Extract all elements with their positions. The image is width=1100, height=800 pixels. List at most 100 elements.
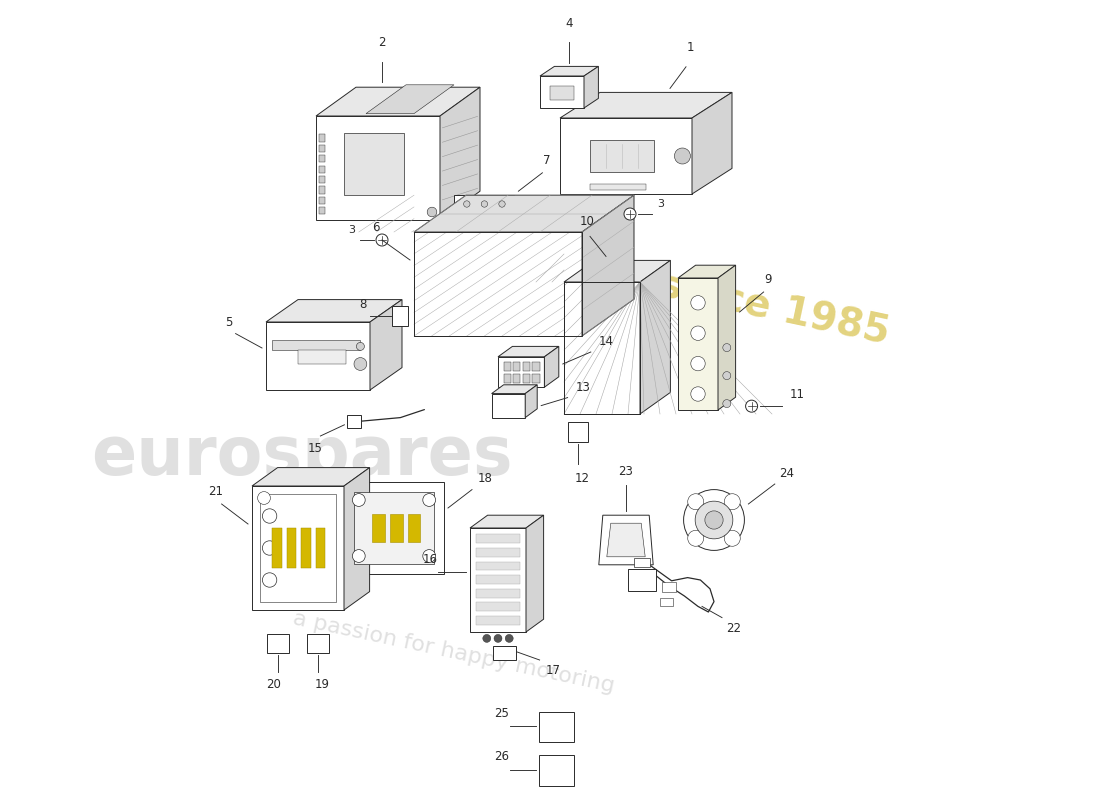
Bar [319, 197, 324, 204]
Text: 4: 4 [565, 17, 573, 30]
Bar [316, 528, 326, 568]
Text: 17: 17 [546, 664, 561, 677]
Circle shape [498, 201, 505, 207]
Polygon shape [540, 76, 584, 108]
Polygon shape [718, 266, 736, 410]
Text: 5: 5 [226, 316, 233, 329]
Bar [319, 155, 324, 162]
Circle shape [674, 148, 691, 164]
Text: 1: 1 [686, 41, 694, 54]
Bar [475, 575, 520, 584]
Circle shape [427, 207, 437, 217]
Text: eurospares: eurospares [91, 423, 513, 489]
Polygon shape [525, 385, 537, 418]
Bar [319, 166, 324, 173]
Polygon shape [598, 515, 653, 565]
Polygon shape [584, 66, 598, 108]
Circle shape [691, 387, 705, 402]
Circle shape [695, 501, 733, 539]
Circle shape [494, 634, 502, 642]
Circle shape [483, 634, 491, 642]
Polygon shape [252, 467, 370, 486]
Polygon shape [582, 195, 634, 336]
Polygon shape [316, 116, 440, 220]
Circle shape [481, 201, 487, 207]
Text: 22: 22 [726, 622, 741, 635]
Bar [475, 602, 520, 611]
Polygon shape [370, 299, 402, 390]
Bar [475, 534, 520, 543]
Text: 6: 6 [372, 222, 379, 234]
Polygon shape [564, 282, 640, 414]
Circle shape [352, 550, 365, 562]
Circle shape [263, 573, 277, 587]
Text: 14: 14 [598, 335, 614, 348]
Circle shape [624, 208, 636, 220]
Polygon shape [560, 118, 692, 194]
Text: 25: 25 [495, 707, 509, 720]
Bar [662, 582, 676, 592]
Polygon shape [414, 195, 634, 232]
Polygon shape [492, 385, 537, 394]
Bar [475, 616, 520, 625]
Circle shape [723, 371, 730, 380]
Circle shape [724, 494, 740, 510]
Bar [634, 558, 650, 567]
Bar [346, 415, 361, 428]
Circle shape [356, 342, 364, 350]
Polygon shape [344, 133, 404, 195]
Polygon shape [526, 515, 543, 632]
Polygon shape [498, 357, 544, 387]
Circle shape [724, 530, 740, 546]
Bar [532, 362, 540, 371]
Bar [301, 528, 311, 568]
Polygon shape [252, 486, 344, 610]
Bar [660, 598, 673, 606]
Polygon shape [678, 266, 736, 278]
Bar [307, 634, 329, 653]
Bar [539, 712, 574, 742]
Polygon shape [470, 515, 543, 528]
Polygon shape [454, 195, 515, 213]
Polygon shape [544, 346, 559, 387]
Text: 7: 7 [542, 154, 550, 167]
Polygon shape [560, 92, 732, 118]
Circle shape [683, 490, 745, 550]
Text: 13: 13 [575, 382, 591, 394]
Polygon shape [564, 261, 670, 282]
Bar [475, 589, 520, 598]
Text: 10: 10 [580, 215, 595, 229]
Bar [373, 514, 385, 542]
Bar [319, 176, 324, 183]
Bar [504, 362, 510, 371]
Circle shape [263, 509, 277, 523]
Text: 12: 12 [574, 472, 590, 485]
Bar [408, 514, 420, 542]
Bar [319, 186, 324, 194]
Circle shape [422, 550, 436, 562]
Circle shape [505, 634, 514, 642]
Text: 3: 3 [657, 199, 664, 209]
Polygon shape [540, 66, 598, 76]
Circle shape [691, 326, 705, 341]
Bar [273, 340, 361, 350]
Circle shape [376, 234, 388, 246]
Polygon shape [344, 482, 444, 574]
Bar [475, 548, 520, 557]
Text: 2: 2 [378, 36, 386, 49]
Circle shape [705, 511, 723, 529]
Text: 26: 26 [495, 750, 509, 763]
Bar [298, 350, 346, 364]
Circle shape [422, 494, 436, 506]
Circle shape [257, 491, 271, 504]
Circle shape [352, 494, 365, 506]
Bar [590, 184, 646, 190]
Polygon shape [678, 278, 718, 410]
Text: 24: 24 [780, 467, 794, 480]
Bar [267, 634, 289, 653]
Circle shape [746, 400, 758, 412]
Circle shape [723, 400, 730, 408]
Circle shape [688, 494, 704, 510]
Text: 9: 9 [763, 274, 771, 286]
Polygon shape [607, 523, 646, 557]
